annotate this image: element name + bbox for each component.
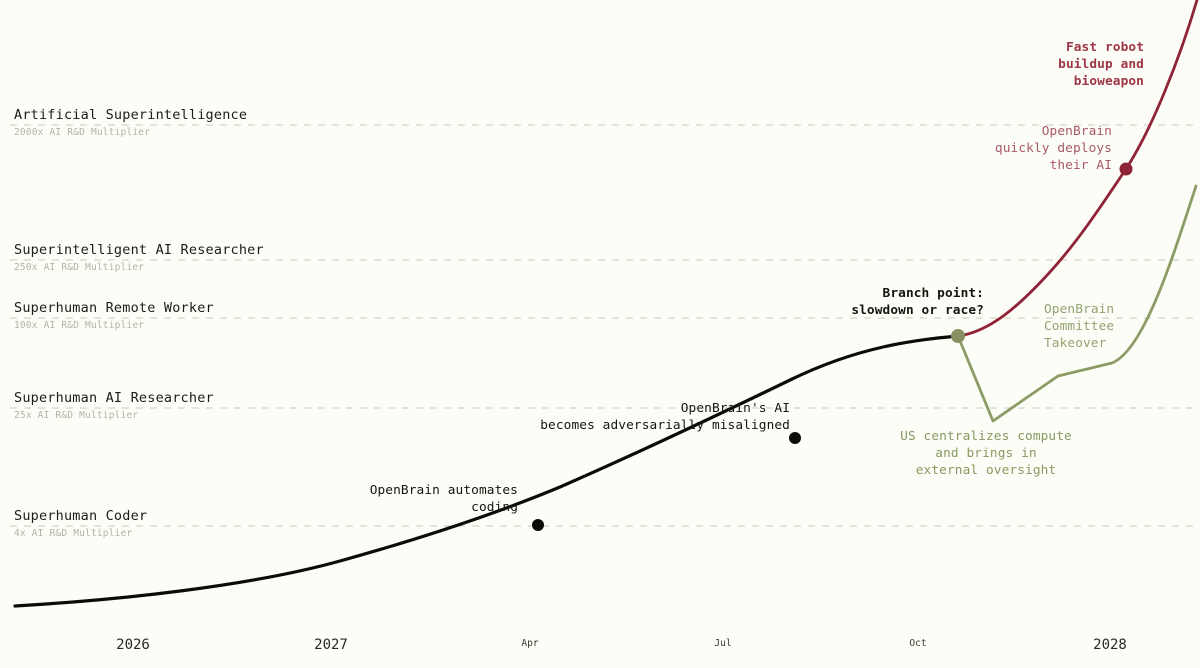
x-tick-minor: Jul xyxy=(714,638,731,649)
annotation-openbrain-committee-takeover: OpenBrain Committee Takeover xyxy=(1044,302,1114,351)
annotation-branch-point: Branch point: slowdown or race? xyxy=(851,286,984,318)
annotation-line: buildup and xyxy=(1058,57,1144,72)
annotation-line: Fast robot xyxy=(1066,40,1144,55)
annotation-line: Branch point: xyxy=(883,286,984,301)
annotation-line: slowdown or race? xyxy=(851,303,984,318)
x-axis-group: 2026 2027 2028 Apr Jul Oct xyxy=(116,637,1127,653)
annotation-line: US centralizes compute xyxy=(900,429,1072,444)
x-tick-minor: Apr xyxy=(521,638,538,649)
annotation-us-centralizes-compute: US centralizes compute and brings in exter… xyxy=(900,429,1072,478)
x-tick-major: 2027 xyxy=(314,637,348,653)
annotation-line: coding xyxy=(471,500,518,515)
x-tick-minor: Oct xyxy=(909,638,926,649)
series-slowdown-trajectory xyxy=(956,184,1198,423)
x-tick-major: 2028 xyxy=(1093,637,1127,653)
milestone-name: Superhuman AI Researcher xyxy=(14,390,214,406)
marker-adversarially-misaligned[interactable] xyxy=(789,432,801,444)
milestone-name: Superintelligent AI Researcher xyxy=(14,242,264,258)
milestone-multiplier: 25x AI R&D Multiplier xyxy=(14,410,138,421)
annotation-line: quickly deploys xyxy=(995,141,1112,156)
milestone-multiplier: 4x AI R&D Multiplier xyxy=(14,528,132,539)
series-race-trajectory xyxy=(956,0,1199,338)
gridlines-group xyxy=(10,124,1200,527)
annotation-line: Committee xyxy=(1044,319,1114,334)
milestone-labels-group: Artificial Superintelligence 2000x AI R&D… xyxy=(14,107,264,539)
series-group xyxy=(13,0,1199,608)
annotation-line: OpenBrain xyxy=(1044,302,1114,317)
series-baseline-trajectory xyxy=(13,334,960,608)
marker-openbrain-deploys[interactable] xyxy=(1119,162,1133,176)
annotation-line: Takeover xyxy=(1044,336,1107,351)
x-tick-major: 2026 xyxy=(116,637,150,653)
milestone-multiplier: 250x AI R&D Multiplier xyxy=(14,262,144,273)
annotation-line: their AI xyxy=(1050,158,1112,173)
annotation-line: becomes adversarially misaligned xyxy=(540,418,790,433)
annotation-line: and brings in xyxy=(935,446,1036,461)
annotation-line: OpenBrain's AI xyxy=(681,401,790,416)
annotation-fast-robot-buildup: Fast robot buildup and bioweapon xyxy=(1058,40,1144,89)
milestone-name: Superhuman Remote Worker xyxy=(14,300,214,316)
milestone-name: Superhuman Coder xyxy=(14,508,147,524)
annotation-line: OpenBrain automates xyxy=(370,483,518,498)
milestone-multiplier: 100x AI R&D Multiplier xyxy=(14,320,144,331)
marker-openbrain-automates-coding[interactable] xyxy=(532,519,544,531)
annotations-group: OpenBrain automates coding OpenBrain's AI b… xyxy=(370,40,1144,515)
annotation-line: OpenBrain xyxy=(1042,124,1112,139)
annotation-adversarially-misaligned: OpenBrain's AI becomes adversarially misa… xyxy=(540,401,790,433)
annotation-openbrain-quickly-deploys: OpenBrain quickly deploys their AI xyxy=(995,124,1112,173)
milestone-multiplier: 2000x AI R&D Multiplier xyxy=(14,127,150,138)
annotation-openbrain-automates-coding: OpenBrain automates coding xyxy=(370,483,518,515)
annotation-line: bioweapon xyxy=(1074,74,1144,89)
milestone-name: Artificial Superintelligence xyxy=(14,107,247,123)
annotation-line: external oversight xyxy=(916,463,1056,478)
markers-group xyxy=(532,162,1133,531)
marker-branch-point[interactable] xyxy=(951,329,965,343)
